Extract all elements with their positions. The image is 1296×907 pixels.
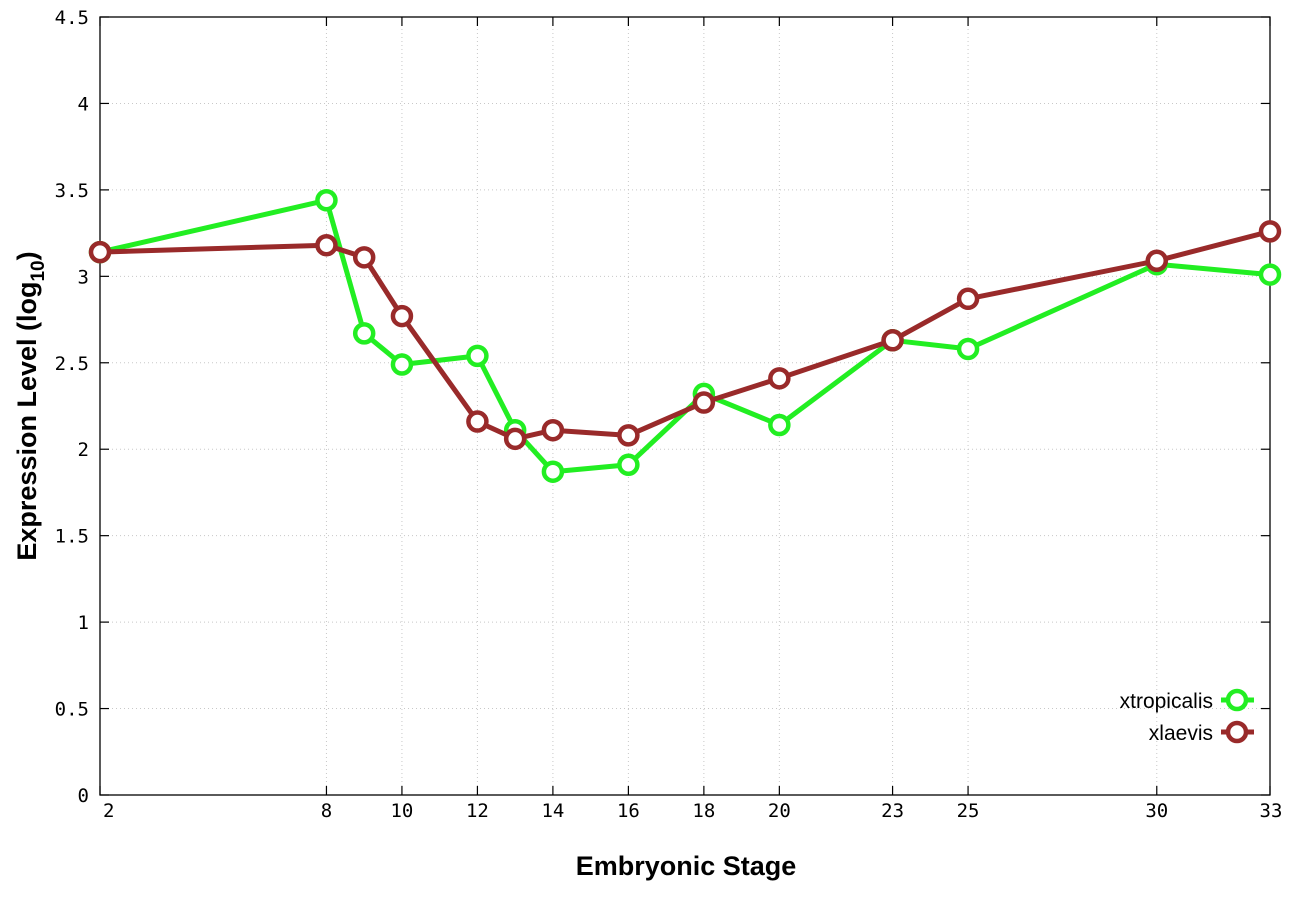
y-tick-label: 1.5 xyxy=(55,526,89,548)
data-point xyxy=(466,410,489,433)
y-tick-label: 3.5 xyxy=(55,180,89,202)
x-tick-label: 2 xyxy=(103,800,114,822)
legend: xtropicalis xlaevis xyxy=(1120,688,1254,745)
x-tick-label: 14 xyxy=(541,800,564,822)
axis-ticks xyxy=(99,16,1271,796)
data-point xyxy=(956,337,980,361)
data-point xyxy=(692,391,716,414)
y-tick-label: 0 xyxy=(78,785,89,807)
y-axis-title: Expression Level (log10) xyxy=(12,251,49,560)
data-point xyxy=(768,367,791,390)
data-point xyxy=(352,246,376,269)
grid xyxy=(100,17,1270,795)
y-tick-label: 4.5 xyxy=(55,7,89,29)
y-axis-tick-labels: 0 0.5 1 1.5 2 2.5 3 3.5 4 4.5 xyxy=(55,7,89,807)
data-point xyxy=(1258,263,1282,286)
x-axis-title: Embryonic Stage xyxy=(576,851,797,881)
y-axis-title-subscript: 10 xyxy=(28,260,49,281)
data-point xyxy=(617,424,640,447)
data-point xyxy=(541,418,565,442)
x-tick-label: 10 xyxy=(390,800,413,822)
x-tick-label: 20 xyxy=(768,800,791,822)
data-point xyxy=(1145,249,1169,273)
data-point xyxy=(315,233,338,257)
legend-label: xtropicalis xyxy=(1120,690,1213,713)
data-point xyxy=(315,189,338,212)
y-tick-label: 2 xyxy=(78,439,89,461)
x-tick-label: 30 xyxy=(1145,800,1168,822)
data-point xyxy=(956,287,980,311)
data-point xyxy=(390,304,414,328)
x-tick-label: 33 xyxy=(1260,800,1283,822)
data-point xyxy=(541,460,565,483)
y-tick-label: 1 xyxy=(78,612,89,634)
x-tick-label: 12 xyxy=(466,800,489,822)
x-axis-tick-labels: 2 8 10 12 14 16 18 20 23 25 30 33 xyxy=(103,800,1282,822)
data-point xyxy=(881,329,904,352)
y-axis-title-main: Expression Level (log xyxy=(12,282,42,561)
data-point xyxy=(352,322,376,345)
y-tick-label: 0.5 xyxy=(55,699,89,721)
legend-item: xlaevis xyxy=(1149,720,1254,745)
data-point xyxy=(390,353,414,376)
y-tick-label: 4 xyxy=(78,93,89,115)
data-series xyxy=(88,189,1282,483)
x-tick-label: 25 xyxy=(957,800,980,822)
data-point xyxy=(768,413,791,437)
x-tick-label: 8 xyxy=(321,800,332,822)
x-tick-label: 16 xyxy=(617,800,640,822)
series-xlaevis xyxy=(88,220,1282,451)
legend-label: xlaevis xyxy=(1149,722,1213,745)
data-point xyxy=(88,240,112,264)
series-line xyxy=(99,197,1271,475)
x-tick-label: 18 xyxy=(692,800,715,822)
y-axis-title-suffix: ) xyxy=(12,251,42,260)
series-xtropicalis xyxy=(88,189,1282,483)
data-point xyxy=(503,427,527,451)
y-tick-label: 2.5 xyxy=(55,353,89,375)
legend-swatch-marker xyxy=(1225,688,1249,712)
x-tick-label: 23 xyxy=(881,800,904,822)
data-point xyxy=(617,453,640,477)
data-point xyxy=(466,344,489,368)
legend-item: xtropicalis xyxy=(1120,688,1254,713)
legend-swatch-marker xyxy=(1225,720,1249,744)
data-point xyxy=(1258,220,1282,243)
y-tick-label: 3 xyxy=(78,266,89,288)
plot-frame xyxy=(99,16,1271,796)
series-line xyxy=(99,228,1271,442)
